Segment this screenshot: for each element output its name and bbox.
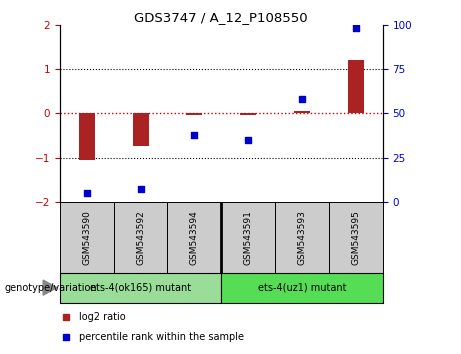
Bar	[60, 273, 221, 303]
Polygon shape	[43, 280, 57, 295]
Bar	[79, 113, 95, 160]
Point	[244, 137, 252, 143]
Bar	[60, 202, 114, 273]
Point	[352, 25, 360, 31]
Point	[298, 96, 306, 102]
Text: percentile rank within the sample: percentile rank within the sample	[79, 332, 244, 342]
Text: GSM543591: GSM543591	[244, 210, 253, 265]
Text: GSM543590: GSM543590	[83, 210, 91, 265]
Point	[137, 187, 144, 192]
Bar	[240, 113, 256, 115]
Bar	[348, 60, 364, 113]
Bar	[133, 113, 148, 147]
Text: GSM543595: GSM543595	[351, 210, 360, 265]
Bar	[186, 113, 202, 115]
Text: genotype/variation: genotype/variation	[5, 282, 97, 293]
Text: GSM543594: GSM543594	[190, 210, 199, 264]
Bar	[329, 202, 383, 273]
Text: log2 ratio: log2 ratio	[79, 312, 126, 322]
Bar	[221, 202, 275, 273]
Bar	[221, 273, 383, 303]
Title: GDS3747 / A_12_P108550: GDS3747 / A_12_P108550	[135, 11, 308, 24]
Text: GSM543592: GSM543592	[136, 210, 145, 264]
Text: ets-4(uz1) mutant: ets-4(uz1) mutant	[258, 282, 346, 293]
Bar	[275, 202, 329, 273]
Text: GSM543593: GSM543593	[297, 210, 307, 265]
Point	[83, 190, 90, 196]
Bar	[294, 111, 310, 113]
Bar	[114, 202, 167, 273]
Point	[191, 132, 198, 137]
Text: ets-4(ok165) mutant: ets-4(ok165) mutant	[90, 282, 191, 293]
Bar	[167, 202, 221, 273]
